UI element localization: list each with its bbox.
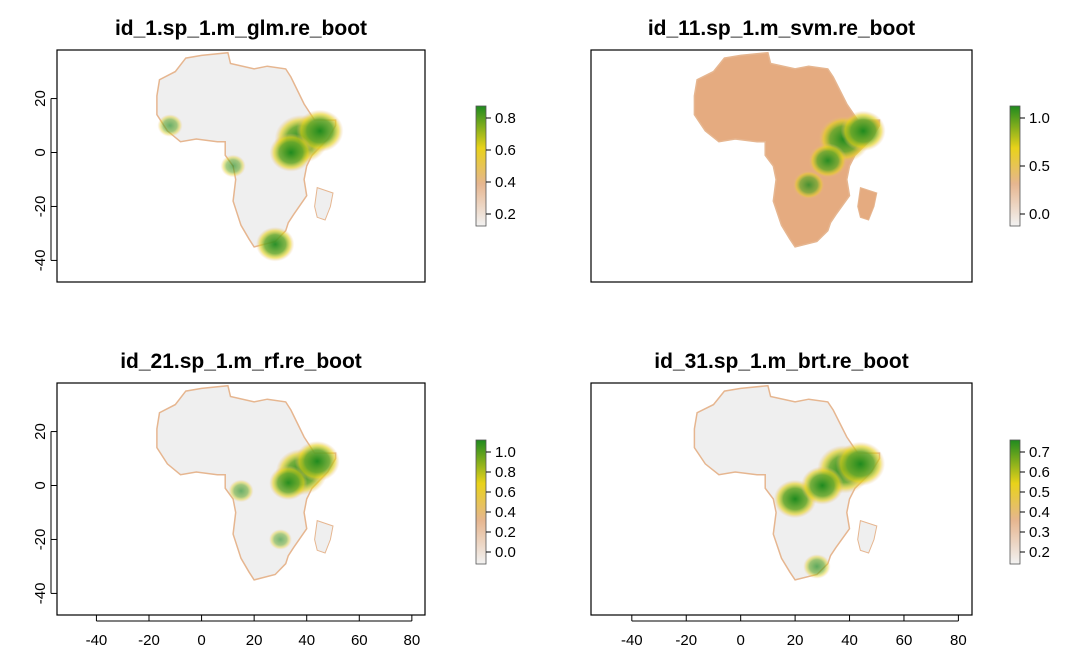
- x-tick-label: 40: [298, 632, 315, 649]
- y-tick-label: -20: [32, 196, 49, 218]
- legend-tick-label: 0.6: [495, 484, 516, 501]
- legend-tick-label: 1.0: [495, 444, 516, 461]
- suitability-hotspot: [803, 554, 831, 579]
- suitability-hotspot: [268, 529, 292, 550]
- legend-tick-label: 0.6: [495, 142, 516, 159]
- x-tick-label: 40: [841, 632, 858, 649]
- legend-colorbar: [1009, 439, 1021, 565]
- legend-tick-label: 0.2: [495, 524, 516, 541]
- suitability-hotspot: [228, 479, 254, 503]
- panel-title: id_1.sp_1.m_glm.re_boot: [115, 17, 367, 40]
- suitability-hotspot: [800, 466, 844, 505]
- madagascar-land-svm: [857, 186, 878, 221]
- legend-colorbar: [475, 439, 487, 565]
- legend-tick-label: 1.0: [1029, 110, 1050, 127]
- madagascar-land-rf: [314, 519, 334, 554]
- suitability-hotspot: [269, 465, 308, 501]
- legend-tick-label: 0.5: [1029, 158, 1050, 175]
- africa-land-svm: [693, 51, 881, 248]
- x-tick-label: 80: [950, 632, 967, 649]
- suitability-hotspot: [835, 441, 886, 487]
- legend-tick-label: 0.6: [1029, 464, 1050, 481]
- y-tick-label: -20: [32, 529, 49, 551]
- suitability-hotspot: [294, 440, 340, 482]
- plot-frame: [56, 49, 426, 283]
- suitability-hotspot: [255, 226, 295, 262]
- legend-tick-label: 0.0: [495, 544, 516, 561]
- panel-title: id_31.sp_1.m_brt.re_boot: [654, 350, 908, 373]
- plot-frame: [590, 382, 973, 616]
- legend-tick-label: 0.7: [1029, 444, 1050, 461]
- y-tick-label: 0: [32, 481, 49, 489]
- suitability-hotspot: [220, 154, 246, 178]
- y-tick-label: 0: [32, 148, 49, 156]
- map-panel-glm: id_1.sp_1.m_glm.re_boot 20 0 -20 -40 0.8 0.6 0.…: [32, 17, 516, 283]
- suitability-hotspot: [269, 133, 313, 172]
- x-tick-label: 60: [351, 632, 368, 649]
- legend-tick-label: 0.4: [1029, 504, 1050, 521]
- map-panel-rf: id_21.sp_1.m_rf.re_boot 20 0 -20 -40 -40 -20 0 2…: [32, 350, 516, 649]
- legend-tick-label: 0.4: [495, 174, 516, 191]
- legend-tick-label: 0.2: [1029, 544, 1050, 561]
- y-tick-label: -40: [32, 250, 49, 272]
- suitability-hotspot: [157, 114, 183, 137]
- suitability-hotspot: [840, 110, 886, 152]
- plot-frame: [590, 49, 973, 283]
- suitability-hotspot: [808, 143, 847, 178]
- panel-title: id_21.sp_1.m_rf.re_boot: [120, 350, 362, 373]
- legend-tick-label: 0.5: [1029, 484, 1050, 501]
- madagascar-land-brt: [857, 519, 878, 554]
- suitability-hotspot: [792, 170, 825, 200]
- legend-colorbar: [1009, 105, 1021, 227]
- x-tick-label: 80: [404, 632, 421, 649]
- madagascar-land-glm: [314, 186, 334, 221]
- x-tick-label: 60: [896, 632, 913, 649]
- legend-colorbar: [475, 105, 487, 227]
- x-tick-label: -20: [675, 632, 697, 649]
- legend-tick-label: 0.4: [495, 504, 516, 521]
- legend-tick-label: 0.0: [1029, 206, 1050, 223]
- x-tick-label: 20: [246, 632, 263, 649]
- y-tick-label: 20: [32, 90, 49, 107]
- map-panel-svm: id_11.sp_1.m_svm.re_boot 1.0 0.5 0.0: [590, 17, 1050, 283]
- legend-tick-label: 0.8: [495, 464, 516, 481]
- x-tick-label: 0: [737, 632, 745, 649]
- plot-frame: [56, 382, 426, 616]
- x-tick-label: 0: [197, 632, 205, 649]
- map-panel-brt: id_31.sp_1.m_brt.re_boot -40 -20 0 20 40 60 80 0…: [590, 350, 1050, 649]
- legend-tick-label: 0.3: [1029, 524, 1050, 541]
- x-tick-label: -40: [621, 632, 643, 649]
- x-tick-label: -40: [86, 632, 108, 649]
- y-tick-label: 20: [32, 423, 49, 440]
- x-tick-label: 20: [787, 632, 804, 649]
- legend-tick-label: 0.2: [495, 206, 516, 223]
- legend-tick-label: 0.8: [495, 110, 516, 127]
- x-tick-label: -20: [138, 632, 160, 649]
- y-tick-label: -40: [32, 583, 49, 605]
- africa-land-glm: [156, 51, 337, 248]
- panel-title: id_11.sp_1.m_svm.re_boot: [648, 17, 915, 40]
